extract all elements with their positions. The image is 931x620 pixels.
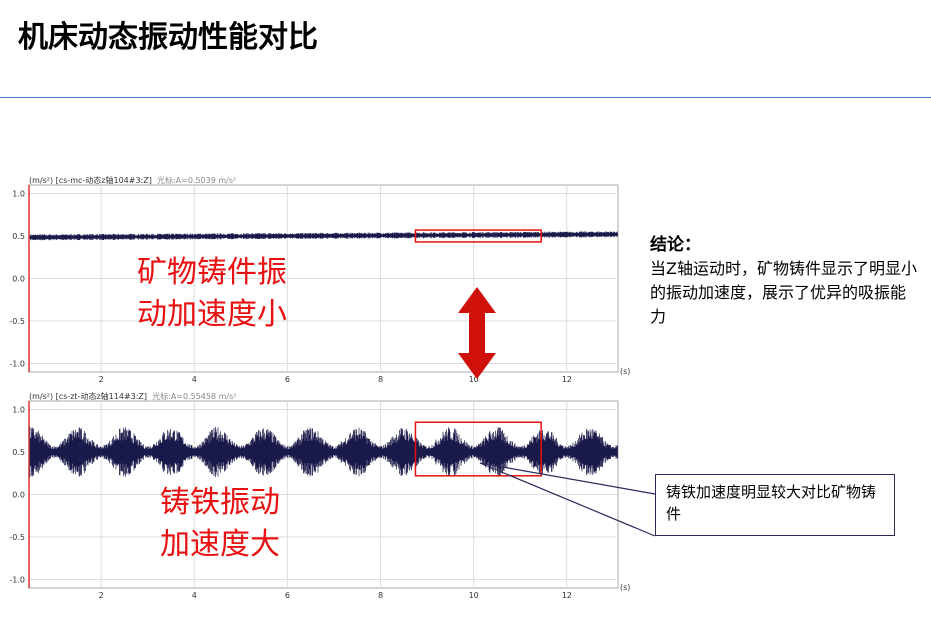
x-unit-label: (s) [620, 583, 630, 592]
y-tick-label: 1.0 [12, 190, 25, 199]
chart-canvas: 2 4 6 8 10 12 1.0 0.5 0.0 -0.5 -1.0 (s) [9, 400, 630, 600]
cast-iron-chart: 2 4 6 8 10 12 1.0 0.5 0.0 -0.5 -1.0 (s) (m/s²) [cs-… [0, 391, 640, 601]
cast-iron-label: 铸铁振动 加速度大 [160, 482, 280, 566]
callout-box: 铸铁加速度明显较大对比矿物铸件 [655, 474, 895, 536]
label-line: 动加速度小 [137, 297, 287, 332]
y-tick-label: -0.5 [9, 533, 25, 542]
x-tick-label: 8 [378, 375, 383, 384]
x-tick-label: 12 [562, 591, 572, 600]
signal-trace [29, 426, 618, 478]
conclusion-text: 当Z轴运动时，矿物铸件显示了明显小的振动加速度，展示了优异的吸振能力 [650, 259, 917, 326]
highlight-box [414, 421, 542, 477]
x-tick-label: 8 [378, 591, 383, 600]
x-tick-label: 10 [469, 591, 479, 600]
x-tick-label: 2 [99, 375, 104, 384]
label-line: 加速度大 [160, 527, 280, 562]
y-tick-label: -1.0 [9, 360, 25, 369]
chart-header: (m/s²) [cs-mc-动态z轴104#3:Z] 光标:A=0.5039 m… [29, 175, 236, 186]
page-title: 机床动态振动性能对比 [18, 20, 318, 55]
y-tick-label: 0.5 [12, 232, 25, 241]
cursor-readout: 光标:A=0.5039 m/s² [156, 176, 237, 185]
y-tick-label: 0.0 [12, 275, 25, 284]
conclusion-heading: 结论： [650, 235, 701, 255]
channel-label: (m/s²) [cs-mc-动态z轴104#3:Z] [29, 176, 152, 185]
x-tick-label: 10 [469, 375, 479, 384]
y-tick-label: 1.0 [12, 406, 25, 415]
x-tick-label: 4 [192, 591, 197, 600]
title-divider [0, 97, 931, 98]
mineral-label: 矿物铸件振动加速度小 [137, 252, 287, 336]
highlight-box [414, 229, 542, 243]
label-line: 铸铁振动 [160, 485, 280, 520]
signal-trace [29, 231, 618, 241]
double-arrow-icon [458, 287, 496, 379]
mineral-casting-chart: 2 4 6 8 10 12 1.0 0.5 0.0 -0.5 -1.0 (s) (m/s²) [cs-… [0, 175, 640, 385]
x-tick-label: 6 [285, 375, 290, 384]
cursor-readout: 光标:A=0.55458 m/s² [152, 392, 237, 401]
x-tick-label: 2 [99, 591, 104, 600]
y-tick-label: 0.0 [12, 491, 25, 500]
label-line: 矿物铸件振 [137, 255, 287, 290]
y-tick-label: -0.5 [9, 317, 25, 326]
chart-header: (m/s²) [cs-zt-动态z轴114#3:Z] 光标:A=0.55458 … [29, 391, 236, 402]
y-tick-label: 0.5 [12, 448, 25, 457]
chart-canvas: 2 4 6 8 10 12 1.0 0.5 0.0 -0.5 -1.0 (s) [9, 184, 630, 384]
channel-label: (m/s²) [cs-zt-动态z轴114#3:Z] [29, 392, 148, 401]
x-unit-label: (s) [620, 367, 630, 376]
x-tick-label: 12 [562, 375, 572, 384]
x-tick-label: 4 [192, 375, 197, 384]
y-tick-label: -1.0 [9, 576, 25, 585]
conclusion: 结论： 当Z轴运动时，矿物铸件显示了明显小的振动加速度，展示了优异的吸振能力 [650, 233, 920, 329]
x-tick-label: 6 [285, 591, 290, 600]
